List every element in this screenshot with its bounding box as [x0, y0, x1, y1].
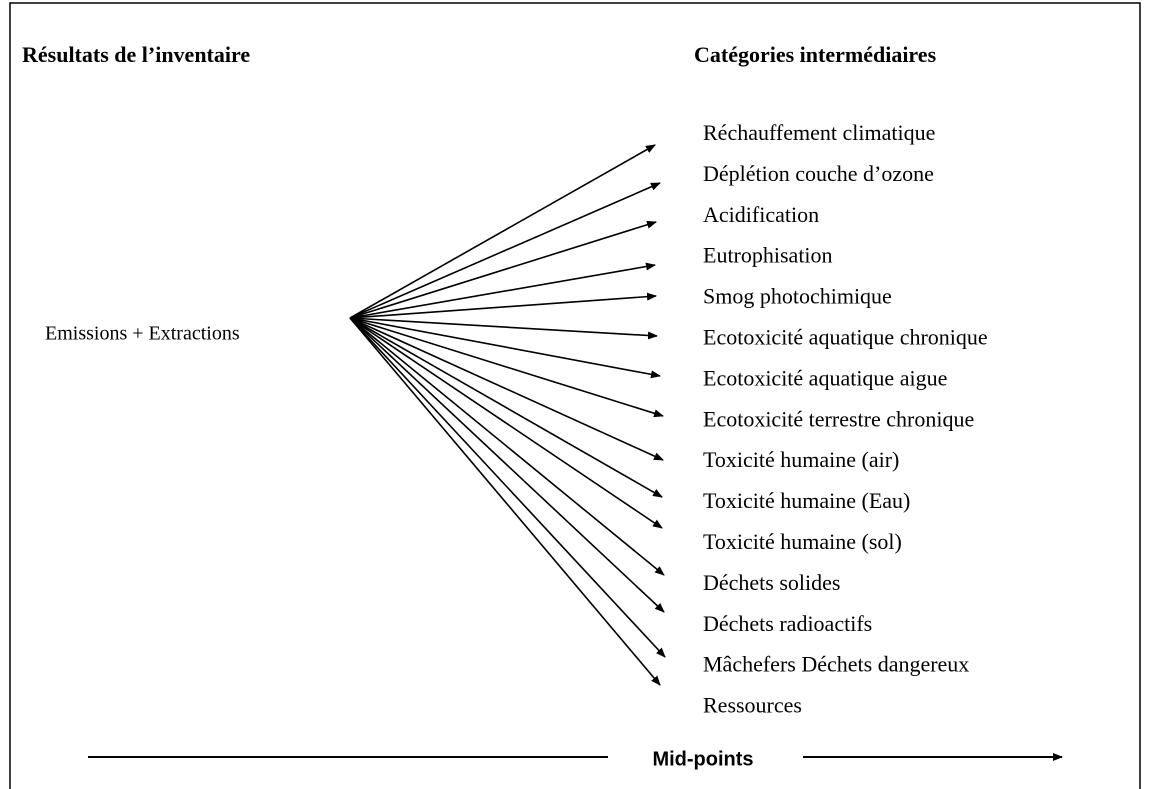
category-label: Ecotoxicité terrestre chronique: [703, 406, 974, 431]
categories: Réchauffement climatique Déplétion couche…: [349, 120, 988, 718]
left-title: Résultats de l’inventaire: [22, 42, 250, 67]
category-label: Réchauffement climatique: [703, 120, 935, 145]
category-label: Ecotoxicité aquatique chronique: [703, 325, 988, 350]
arrow: [349, 317, 658, 340]
arrow: [349, 262, 656, 319]
category-label: Ressources: [703, 693, 802, 718]
arrow: [349, 317, 666, 658]
category-label: Ecotoxicité aquatique aigue: [703, 365, 947, 390]
arrow: [349, 317, 661, 686]
arrow: [349, 220, 657, 319]
arrow: [349, 182, 661, 319]
category-label: Déplétion couche d’ozone: [703, 161, 934, 186]
arrow: [349, 292, 657, 319]
source-label: Emissions + Extractions: [45, 323, 240, 345]
arrow: [349, 144, 656, 319]
frame: [9, 2, 1141, 789]
category-label: Déchets radioactifs: [703, 611, 872, 636]
right-title: Catégories intermédiaires: [694, 42, 937, 67]
arrow: [349, 317, 665, 613]
category-label: Toxicité humaine (sol): [703, 529, 902, 554]
arrow: [349, 317, 664, 461]
category-label: Déchets solides: [703, 570, 840, 595]
axis-label: Mid-points: [652, 748, 753, 770]
arrow: [349, 317, 663, 498]
category-label: Acidification: [703, 202, 819, 227]
category-label: Toxicité humaine (Eau): [703, 488, 910, 513]
arrow: [349, 317, 663, 529]
category-label: Toxicité humaine (air): [703, 447, 899, 472]
arrow: [349, 317, 664, 418]
category-label: Eutrophisation: [703, 243, 833, 268]
category-label: Smog photochimique: [703, 284, 892, 309]
category-label: Mâchefers Déchets dangereux: [703, 652, 969, 677]
arrow: [349, 317, 661, 379]
arrow: [349, 317, 665, 576]
